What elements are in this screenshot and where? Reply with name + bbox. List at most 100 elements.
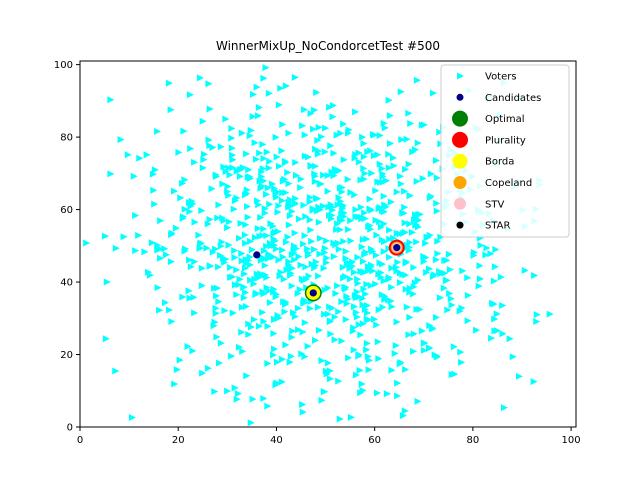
voter-point [320, 264, 328, 272]
voter-point [371, 131, 379, 139]
voter-point [394, 392, 402, 400]
voter-point [442, 276, 450, 284]
voter-point [199, 117, 207, 125]
voter-point [270, 330, 278, 338]
voter-point [314, 136, 322, 144]
voter-point [231, 247, 239, 255]
legend-marker-star [456, 221, 464, 229]
voter-point [393, 318, 401, 326]
legend-marker-optimal [452, 110, 468, 127]
voter-point [407, 119, 415, 127]
voter-point [323, 370, 331, 378]
voter-point [266, 200, 274, 208]
voter-point [340, 120, 348, 128]
voter-point [130, 172, 138, 180]
voter-point [393, 188, 401, 196]
voter-point [311, 336, 319, 344]
voter-point [385, 164, 393, 172]
voter-point [168, 318, 176, 326]
voter-point [271, 185, 279, 193]
voter-point [500, 404, 508, 412]
voter-point [286, 196, 294, 204]
voter-point [374, 338, 382, 346]
voter-point [281, 159, 289, 167]
voter-point [101, 232, 109, 240]
voter-point [426, 344, 434, 352]
voter-point [521, 266, 529, 274]
voter-point [338, 183, 346, 191]
voter-point [206, 142, 214, 150]
voter-point [291, 312, 299, 320]
voter-point [361, 170, 369, 178]
voter-point [212, 309, 220, 317]
voter-point [352, 308, 360, 316]
voter-point [315, 203, 323, 211]
voter-point [207, 262, 215, 270]
voter-point [336, 415, 344, 423]
voter-point [369, 267, 377, 275]
voter-point [342, 254, 350, 262]
voter-point [352, 206, 360, 214]
voter-point [409, 290, 417, 298]
voter-point [315, 326, 323, 334]
voter-point [330, 149, 338, 157]
voter-point [359, 257, 367, 265]
voter-point [206, 215, 214, 223]
voter-point [363, 346, 371, 354]
voter-point [342, 285, 350, 293]
voter-point [491, 263, 499, 271]
voter-point [429, 89, 437, 97]
voter-point [135, 231, 143, 239]
voter-point [316, 180, 324, 188]
voter-point [294, 289, 302, 297]
voter-point [272, 133, 280, 141]
voter-point [195, 231, 203, 239]
voter-point [246, 261, 254, 269]
voter-point [366, 221, 374, 229]
voter-point [296, 286, 304, 294]
voter-point [241, 270, 249, 278]
winner-markers-layer [253, 239, 405, 302]
voter-point [318, 357, 326, 365]
voter-point [243, 202, 251, 210]
voter-point [490, 300, 498, 308]
voter-point [301, 131, 309, 139]
voter-point [272, 293, 280, 301]
voter-point [405, 109, 413, 117]
voter-point [179, 179, 187, 187]
voter-point [358, 380, 366, 388]
legend-label-stv: STV [485, 199, 504, 210]
voter-point [379, 303, 387, 311]
voter-point [459, 267, 467, 275]
voter-point [367, 281, 375, 289]
voter-point [206, 105, 214, 113]
voter-point [239, 347, 247, 355]
voter-point [420, 252, 428, 260]
voter-point [184, 343, 192, 351]
voter-point [277, 84, 285, 92]
voter-point [291, 229, 299, 237]
voter-point [350, 268, 358, 276]
candidates-marker [253, 251, 261, 259]
voter-point [366, 195, 374, 203]
voter-point [205, 80, 213, 88]
voter-point [331, 336, 339, 344]
voter-point [311, 172, 319, 180]
voter-point [340, 156, 348, 164]
voter-point [295, 326, 303, 334]
voter-point [271, 315, 279, 323]
voter-point [359, 235, 367, 243]
y-tick-label: 40 [60, 278, 73, 289]
voter-point [292, 159, 300, 167]
voter-point [215, 201, 223, 209]
voter-point [301, 106, 309, 114]
voter-point [288, 207, 296, 215]
voter-point [272, 245, 280, 253]
voter-point [353, 313, 361, 321]
voter-point [287, 352, 295, 360]
voter-point [186, 294, 194, 302]
voter-point [446, 266, 454, 274]
voter-point [295, 215, 303, 223]
voter-point [506, 335, 514, 343]
voter-point [433, 207, 441, 215]
